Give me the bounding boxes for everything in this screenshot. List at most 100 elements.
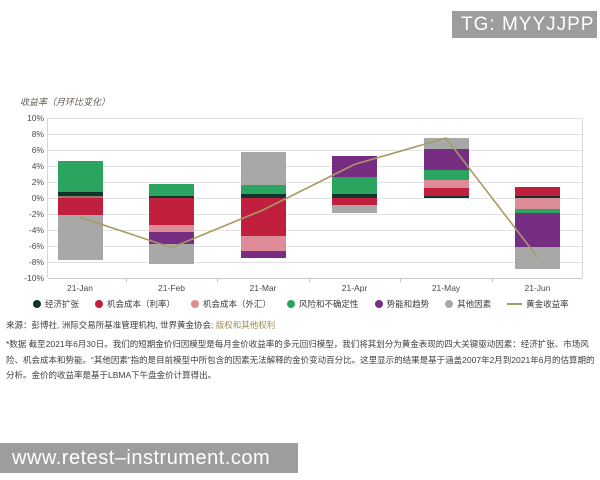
x-axis-tick — [308, 278, 310, 282]
bar-segment — [515, 198, 560, 210]
bar-segment — [515, 213, 560, 247]
footnote-line: 险、机会成本和势能。“其他因素”指的是目前模型中所包含的因素无法解释的金价变动百… — [6, 354, 595, 365]
y-tick-label: 8% — [31, 129, 44, 139]
gridline — [48, 198, 582, 199]
x-tick-label: 21-Mar — [249, 283, 277, 293]
gridline — [48, 118, 582, 119]
y-axis-labels: 10% 8% 6% 4% 2% 0% -2% -4% -6% -8% -10% — [14, 113, 44, 283]
bar-segment — [149, 183, 194, 196]
bar-segment — [57, 196, 103, 198]
bar-segment — [57, 198, 103, 215]
bar-segment — [332, 204, 377, 214]
y-tick-label: -4% — [28, 225, 44, 235]
footnote: *数据 截至2021年6月30日。我们的短期金价归因模型是每月金价收益率的多元回… — [6, 337, 594, 384]
x-tick-label: 21-Apr — [341, 283, 368, 293]
legend-dot-icon — [95, 300, 104, 308]
gridline — [48, 230, 582, 231]
legend-label: 势能和趋势 — [386, 299, 430, 309]
bar-segment — [57, 192, 103, 196]
bar-segment — [332, 176, 377, 195]
y-tick-label: 2% — [31, 177, 44, 187]
gold-return-line — [79, 137, 539, 258]
legend-dot-icon — [33, 300, 41, 308]
x-tick-label: 21-Jun — [524, 283, 551, 293]
gridline — [48, 246, 582, 247]
legend-label: 其他因素 — [457, 299, 492, 309]
rights-link[interactable]: 版权和其他权利 — [215, 320, 276, 330]
x-axis-tick — [125, 278, 127, 282]
legend-dot-icon — [191, 300, 200, 308]
bar-segment — [423, 196, 469, 198]
bar-segment — [515, 186, 560, 196]
plot-area: 21-Jan 21-Feb 21-Mar 21-Apr 21-May 21-Jun — [47, 118, 583, 293]
x-axis-tick — [217, 278, 219, 282]
tg-watermark-badge: TG: MYYJJPP — [452, 11, 597, 38]
gridline — [48, 262, 582, 263]
bar-segment — [515, 209, 560, 214]
legend-item: 机会成本（外汇） — [191, 298, 271, 310]
bar-segment — [423, 170, 469, 180]
y-tick-label: 10% — [26, 113, 44, 123]
bar-segment — [423, 138, 469, 150]
x-axis-tick — [491, 278, 493, 282]
bar-segment — [515, 246, 560, 270]
footnote-line: 分析。金价的收益率是基于LBMA下午盘金价计算得出。 — [6, 370, 217, 380]
y-tick-label: 0% — [31, 193, 44, 203]
site-watermark-bar: www.retest–instrument.com — [0, 443, 298, 473]
footnote-line: *数据 截至2021年6月30日。我们的短期金价归因模型是每月金价收益率的多元回… — [6, 339, 589, 349]
y-tick-label: 4% — [31, 161, 44, 171]
gridline — [48, 134, 582, 135]
source-text: 彭博社, 洲际交易所基准管理机构, 世界黄金协会; — [31, 320, 216, 330]
legend-item: 经济扩张 — [33, 298, 79, 310]
gridline — [48, 166, 582, 167]
source-line: 来源：彭博社, 洲际交易所基准管理机构, 世界黄金协会; 版权和其他权利 — [6, 319, 275, 331]
legend-label: 机会成本（外汇） — [203, 299, 272, 309]
legend-item: 其他因素 — [445, 298, 491, 310]
x-tick-label: 21-Feb — [158, 283, 185, 293]
legend-item: 势能和趋势 — [374, 298, 430, 310]
legend-label: 经济扩张 — [45, 299, 80, 309]
legend-dot-icon — [287, 300, 296, 308]
bar-segment — [423, 149, 469, 170]
legend-line-marker — [507, 303, 523, 305]
x-axis-tick — [400, 278, 402, 282]
legend-dot-icon — [374, 300, 383, 308]
y-tick-label: 6% — [31, 145, 44, 155]
bar-segment — [240, 193, 286, 198]
bar-segment — [240, 235, 286, 251]
gridline — [48, 150, 582, 151]
y-axis-title: 收益率（月环比变化） — [20, 97, 111, 107]
gridline — [48, 182, 582, 183]
legend-label: 机会成本（利率） — [107, 299, 176, 309]
bar-segment — [240, 184, 286, 194]
source-prefix: 来源： — [6, 320, 32, 330]
bar-segment — [149, 243, 194, 264]
gridline — [48, 214, 582, 215]
bar-segment — [423, 180, 469, 189]
legend-item: 机会成本（利率） — [95, 298, 175, 310]
y-tick-label: -6% — [28, 241, 44, 251]
bar-segment — [515, 196, 560, 198]
chart-legend: 经济扩张 机会成本（利率） 机会成本（外汇） 风险和不确定性 势能和趋势 其他因素 黄金收益… — [33, 298, 573, 310]
bar-segment — [57, 161, 103, 193]
legend-dot-icon — [445, 300, 454, 308]
bar-segment — [423, 188, 469, 196]
y-tick-label: -8% — [28, 257, 44, 267]
legend-label: 风险和不确定性 — [299, 299, 359, 309]
bar-segment — [149, 232, 194, 244]
bar-segment — [149, 198, 194, 226]
y-tick-label: -2% — [28, 209, 44, 219]
bar-segment — [149, 195, 194, 198]
y-tick-label: -10% — [24, 273, 44, 283]
gridline — [48, 278, 582, 279]
x-tick-label: 21-Jan — [67, 283, 93, 293]
x-tick-label: 21-May — [431, 283, 461, 293]
bar-segment — [149, 225, 194, 233]
bar-segment — [240, 151, 286, 185]
bar-segment — [332, 194, 377, 198]
legend-item: 风险和不确定性 — [287, 298, 359, 310]
legend-label: 黄金收益率 — [526, 299, 569, 309]
legend-item: 黄金收益率 — [507, 298, 569, 310]
bar-segment — [332, 198, 377, 205]
